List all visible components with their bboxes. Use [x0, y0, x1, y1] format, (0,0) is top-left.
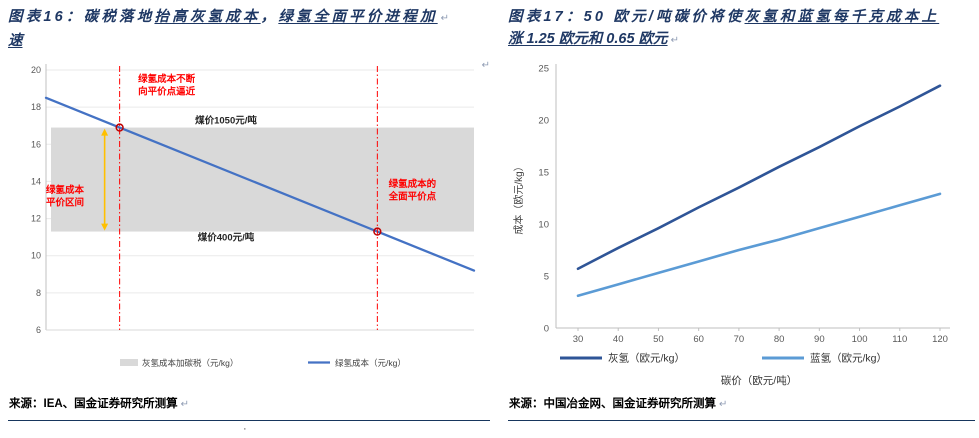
svg-text:绿氢成本: 绿氢成本 [46, 184, 85, 196]
figure-16-source: 来源：IEA、国金证券研究所测算 ↵ [8, 392, 490, 421]
title-segment: 绿氢全面平价进程加 [278, 9, 438, 25]
svg-text:平价区间: 平价区间 [46, 197, 84, 209]
figure-16-chart: 6 8 10 12 14 16 18 20 煤价1050元/吨 煤价400元/吨 绿氢成本不断 向平价… [8, 54, 490, 379]
axis-titles: 成本（欧元/kg） 碳价（欧元/吨） [512, 161, 797, 387]
svg-text:5: 5 [544, 272, 549, 283]
paragraph-mark: ↵ [719, 399, 728, 410]
svg-text:60: 60 [693, 334, 704, 345]
svg-text:煤价1050元/吨: 煤价1050元/吨 [195, 115, 257, 127]
svg-text:10: 10 [31, 251, 41, 261]
svg-text:18: 18 [31, 102, 41, 112]
axes: 0 5 10 15 20 25 30 40 50 60 70 80 90 100 110 120 [538, 64, 950, 345]
paragraph-mark: ↵ [440, 13, 450, 24]
axes [45, 64, 474, 331]
svg-text:向平价点逼近: 向平价点逼近 [138, 86, 196, 98]
svg-text:8: 8 [36, 288, 41, 298]
svg-text:50: 50 [653, 334, 664, 345]
green-h2-cost-line [44, 96, 476, 272]
paragraph-mark: ↵ [481, 60, 490, 71]
svg-text:蓝氢（欧元/kg）: 蓝氢（欧元/kg） [810, 352, 887, 365]
svg-text:绿氢成本（元/kg）: 绿氢成本（元/kg） [335, 358, 406, 368]
title-segment: 速 [8, 33, 23, 49]
svg-text:16: 16 [31, 139, 41, 149]
svg-text:0: 0 [544, 324, 549, 335]
figure-17-plot: 0 5 10 15 20 25 30 40 50 60 70 80 90 100 110 120 灰氢（欧元/k… [512, 64, 950, 387]
title-segment: 灰氢和蓝氢每千克成本上 [744, 9, 940, 25]
svg-text:120: 120 [932, 334, 948, 345]
svg-text:灰氢成本加碳税（元/kg）: 灰氢成本加碳税（元/kg） [142, 358, 238, 368]
svg-text:20: 20 [31, 65, 41, 75]
legend: 灰氢（欧元/kg） 蓝氢（欧元/kg） [560, 352, 887, 365]
svg-text:90: 90 [814, 334, 825, 345]
figure-16-block: 图表16：碳税落地抬高灰氢成本，绿氢全面平价进程加 ↵ 速 ↵ 6 8 10 12 14 16… [8, 6, 490, 432]
figure-16-plot: 68101214161820煤价1050元/吨煤价400元/吨绿氢成本不断向平价… [31, 64, 476, 368]
svg-text:碳价（欧元/吨）: 碳价（欧元/吨） [721, 374, 797, 387]
figure-17-title: 图表17：50 欧元/吨碳价将使灰氢和蓝氢每千克成本上涨 1.25 欧元和 0.… [508, 6, 975, 52]
paragraph-mark: ↵ [180, 399, 190, 410]
svg-text:6: 6 [36, 325, 41, 335]
svg-text:绿氢成本的: 绿氢成本的 [389, 178, 437, 190]
svg-text:20: 20 [538, 116, 549, 127]
page-footer-dot: · [243, 423, 247, 435]
title-segment: 图表17：50 欧元/吨碳价将使 [508, 9, 745, 25]
svg-text:100: 100 [852, 334, 868, 345]
source-text: 来源：IEA、国金证券研究所测算 [9, 398, 178, 410]
source-text: 来源：中国冶金网、国金证券研究所测算 [509, 398, 716, 410]
title-segment: 图表16：碳税落地 [8, 9, 155, 25]
figure-16-title: 图表16：碳税落地抬高灰氢成本，绿氢全面平价进程加 ↵ 速 [8, 6, 490, 52]
svg-text:80: 80 [774, 334, 785, 345]
svg-text:全面平价点: 全面平价点 [388, 191, 437, 203]
title-segment: 抬高灰氢成本 [154, 9, 261, 25]
title-segment: ， [260, 9, 279, 25]
svg-text:40: 40 [613, 334, 624, 345]
svg-text:灰氢（欧元/kg）: 灰氢（欧元/kg） [608, 352, 685, 365]
svg-text:14: 14 [31, 176, 41, 186]
svg-text:30: 30 [573, 334, 584, 345]
legend: 灰氢成本加碳税（元/kg） 绿氢成本（元/kg） [120, 358, 406, 368]
svg-text:15: 15 [538, 168, 549, 179]
figure-17-source: 来源：中国冶金网、国金证券研究所测算 ↵ [508, 392, 975, 421]
svg-text:煤价400元/吨: 煤价400元/吨 [198, 232, 255, 244]
svg-text:25: 25 [538, 64, 549, 75]
figure-17-block: 图表17：50 欧元/吨碳价将使灰氢和蓝氢每千克成本上涨 1.25 欧元和 0.… [508, 6, 975, 432]
series-lines [576, 84, 942, 298]
svg-text:12: 12 [31, 214, 41, 224]
svg-text:110: 110 [892, 334, 907, 345]
title-segment: 涨 1.25 欧元和 0.65 欧元 [508, 31, 668, 47]
svg-text:成本（欧元/kg）: 成本（欧元/kg） [512, 161, 525, 234]
figure-17-chart: 0 5 10 15 20 25 30 40 50 60 70 80 90 100 110 120 灰氢（欧元/k… [508, 54, 975, 395]
svg-text:绿氢成本不断: 绿氢成本不断 [138, 73, 196, 85]
svg-text:10: 10 [538, 220, 549, 231]
paragraph-mark: ↵ [670, 35, 679, 46]
svg-text:70: 70 [734, 334, 745, 345]
